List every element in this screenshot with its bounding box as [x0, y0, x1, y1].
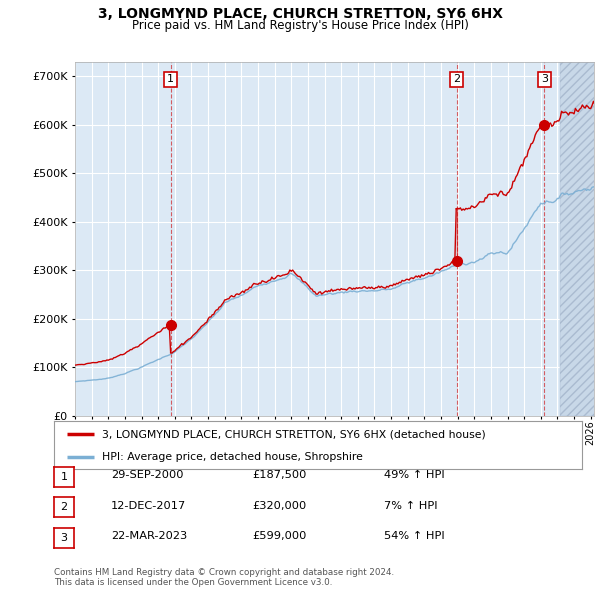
Text: 3, LONGMYND PLACE, CHURCH STRETTON, SY6 6HX (detached house): 3, LONGMYND PLACE, CHURCH STRETTON, SY6 … — [101, 429, 485, 439]
Bar — [560, 62, 600, 416]
Text: 7% ↑ HPI: 7% ↑ HPI — [384, 501, 437, 510]
Text: 49% ↑ HPI: 49% ↑ HPI — [384, 470, 445, 480]
Text: 2: 2 — [453, 74, 460, 84]
Text: £320,000: £320,000 — [252, 501, 306, 510]
Text: Contains HM Land Registry data © Crown copyright and database right 2024.
This d: Contains HM Land Registry data © Crown c… — [54, 568, 394, 587]
Text: 2: 2 — [61, 503, 67, 512]
Text: 3: 3 — [61, 533, 67, 543]
Text: 22-MAR-2023: 22-MAR-2023 — [111, 532, 187, 541]
Text: 3: 3 — [541, 74, 548, 84]
Text: Price paid vs. HM Land Registry's House Price Index (HPI): Price paid vs. HM Land Registry's House … — [131, 19, 469, 32]
Text: 1: 1 — [167, 74, 174, 84]
Text: 1: 1 — [61, 472, 67, 481]
Text: £187,500: £187,500 — [252, 470, 307, 480]
Text: 29-SEP-2000: 29-SEP-2000 — [111, 470, 184, 480]
Text: 12-DEC-2017: 12-DEC-2017 — [111, 501, 186, 510]
Text: 3, LONGMYND PLACE, CHURCH STRETTON, SY6 6HX: 3, LONGMYND PLACE, CHURCH STRETTON, SY6 … — [97, 7, 503, 21]
Text: 54% ↑ HPI: 54% ↑ HPI — [384, 532, 445, 541]
Text: £599,000: £599,000 — [252, 532, 307, 541]
Text: HPI: Average price, detached house, Shropshire: HPI: Average price, detached house, Shro… — [101, 452, 362, 462]
